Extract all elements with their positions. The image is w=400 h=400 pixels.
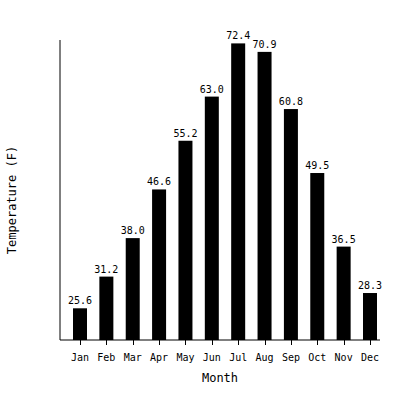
bar [152, 189, 166, 340]
data-label: 60.8 [279, 96, 303, 107]
y-axis-line [60, 40, 61, 340]
x-tick-label: Apr [150, 352, 168, 363]
bar [99, 277, 113, 340]
data-label: 49.5 [305, 160, 329, 171]
bar [231, 43, 245, 340]
x-tick-label: Mar [124, 352, 142, 363]
x-tick [133, 340, 134, 345]
data-label: 63.0 [200, 84, 224, 95]
x-axis-label: Month [202, 371, 238, 385]
x-tick [317, 340, 318, 345]
bar [178, 141, 192, 340]
data-label: 46.6 [147, 176, 171, 187]
y-axis-label: Temperature (F) [5, 146, 19, 254]
x-tick [291, 340, 292, 345]
bar [337, 247, 351, 340]
x-tick [159, 340, 160, 345]
x-tick [185, 340, 186, 345]
x-tick [212, 340, 213, 345]
x-tick-label: Dec [361, 352, 379, 363]
x-tick-label: Aug [256, 352, 274, 363]
x-tick [106, 340, 107, 345]
chart-container: Jan Feb Mar Apr May Jun Jul Aug Sep Oct Nov Dec 25.6… [0, 0, 400, 400]
bars [73, 43, 377, 340]
chart-svg: Jan Feb Mar Apr May Jun Jul Aug Sep Oct Nov Dec 25.6… [0, 0, 400, 400]
x-tick-label: Oct [308, 352, 326, 363]
x-tick-label: Jul [229, 352, 247, 363]
data-label: 70.9 [252, 39, 276, 50]
bar [126, 238, 140, 340]
x-tick-label: Sep [282, 352, 300, 363]
data-label: 36.5 [332, 234, 356, 245]
x-axis-line [60, 340, 380, 341]
x-tick [265, 340, 266, 345]
x-tick-label: Nov [335, 352, 353, 363]
x-tick [238, 340, 239, 345]
data-label: 55.2 [173, 128, 197, 139]
x-tick-label: May [176, 352, 194, 363]
bar [73, 308, 87, 340]
bar [284, 109, 298, 340]
x-tick [80, 340, 81, 345]
data-label: 25.6 [68, 295, 92, 306]
data-label: 31.2 [94, 264, 118, 275]
x-tick-label: Jan [71, 352, 89, 363]
bar [258, 52, 272, 340]
x-tick [370, 340, 371, 345]
x-tick [344, 340, 345, 345]
bar [363, 293, 377, 340]
x-tick-label: Feb [97, 352, 115, 363]
data-label: 28.3 [358, 280, 382, 291]
bar [310, 173, 324, 340]
data-label: 72.4 [226, 30, 250, 41]
x-tick-label: Jun [203, 352, 221, 363]
bar [205, 97, 219, 340]
data-label: 38.0 [121, 225, 145, 236]
